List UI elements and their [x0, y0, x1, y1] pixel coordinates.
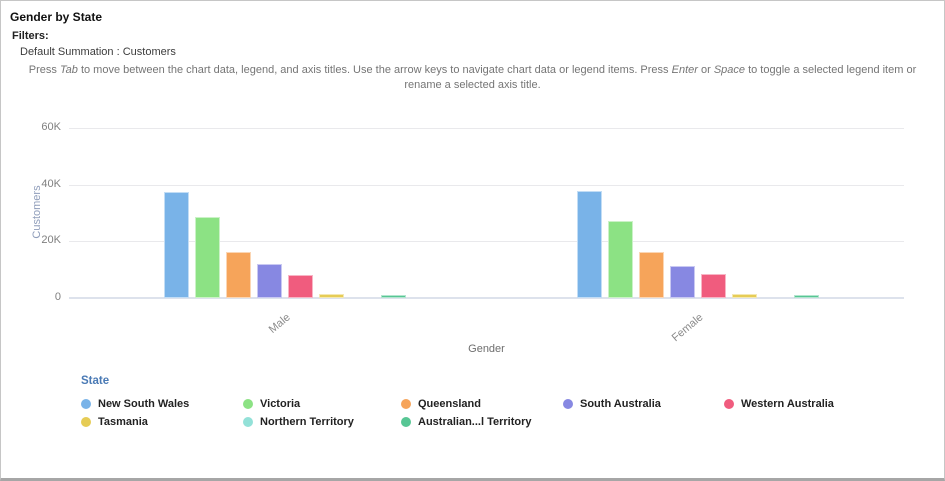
legend-item-western-australia[interactable]: Western Australia [724, 397, 834, 411]
page-title: Gender by State [10, 10, 103, 24]
y-axis-tick-label: 60K [41, 121, 61, 133]
bar-female-western-australia[interactable] [701, 274, 726, 298]
legend-swatch-icon [563, 399, 573, 409]
bar-female-south-australia[interactable] [670, 266, 695, 298]
gridline [69, 241, 904, 243]
legend-item-label: New South Wales [98, 398, 190, 410]
instruction-text: to toggle a selected legend item or rena… [404, 64, 917, 91]
filters-label: Filters: [12, 30, 49, 42]
legend-item-label: Queensland [418, 398, 481, 410]
bar-male-tasmania[interactable] [319, 294, 344, 298]
legend-swatch-icon [81, 417, 91, 427]
legend-swatch-icon [243, 399, 253, 409]
gridline [69, 128, 904, 129]
legend-item-queensland[interactable]: Queensland [401, 397, 481, 411]
legend-item-label: Northern Territory [260, 416, 354, 428]
legend-swatch-icon [724, 399, 734, 409]
bar-female-tasmania[interactable] [732, 294, 757, 298]
legend-item-australian-capital-territory[interactable]: Australian...l Territory [401, 415, 532, 429]
y-axis-tick-label: 40K [41, 177, 61, 190]
bar-male-victoria[interactable] [195, 217, 220, 298]
bar-male-queensland[interactable] [226, 252, 251, 298]
accessibility-instruction: Press Tab to move between the chart data… [18, 63, 927, 93]
bar-male-new-south-wales[interactable] [164, 192, 189, 298]
bar-male-western-australia[interactable] [288, 274, 313, 298]
y-axis-tick-label: 0 [54, 291, 61, 303]
legend-swatch-icon [81, 399, 91, 409]
legend-item-new-south-wales[interactable]: New South Wales [81, 397, 189, 411]
x-tick-label-female: Female [670, 311, 706, 345]
legend-item-south-australia[interactable]: South Australia [563, 397, 661, 411]
key-name: Enter [671, 64, 698, 76]
legend-item-victoria[interactable]: Victoria [243, 397, 300, 411]
bar-male-south-australia[interactable] [257, 264, 282, 298]
gridline [69, 184, 904, 186]
y-axis-title[interactable]: Customers [31, 185, 43, 239]
x-axis-line [69, 297, 904, 299]
legend-item-label: Victoria [260, 398, 301, 410]
y-axis-tick-label: 20K [41, 234, 61, 247]
bar-female-queensland[interactable] [639, 251, 664, 298]
key-name: Tab [59, 64, 78, 76]
bar-female-australian-capital-territory[interactable] [794, 295, 819, 298]
legend-item-label: Australian...l Territory [418, 416, 532, 428]
legend-item-tasmania[interactable]: Tasmania [81, 415, 148, 429]
legend-item-label: South Australia [580, 398, 661, 410]
filter-value: Default Summation : Customers [20, 46, 176, 58]
legend-swatch-icon [243, 417, 253, 427]
bar-female-new-south-wales[interactable] [577, 190, 602, 298]
legend-swatch-icon [401, 417, 411, 427]
key-name: Space [713, 64, 746, 76]
legend-title: State [81, 375, 110, 387]
legend-item-label: Western Australia [741, 398, 834, 410]
x-axis-title[interactable]: Gender [468, 343, 505, 355]
bar-male-australian-capital-territory[interactable] [381, 295, 406, 298]
legend-swatch-icon [401, 399, 411, 409]
instruction-text: to move between the chart data, legend, … [77, 64, 672, 76]
legend-item-northern-territory[interactable]: Northern Territory [243, 415, 354, 429]
instruction-text: or [697, 64, 714, 76]
instruction-text: Press [28, 64, 60, 76]
bar-female-victoria[interactable] [608, 220, 633, 298]
x-tick-label-male: Male [266, 311, 293, 336]
legend-item-label: Tasmania [98, 416, 148, 428]
